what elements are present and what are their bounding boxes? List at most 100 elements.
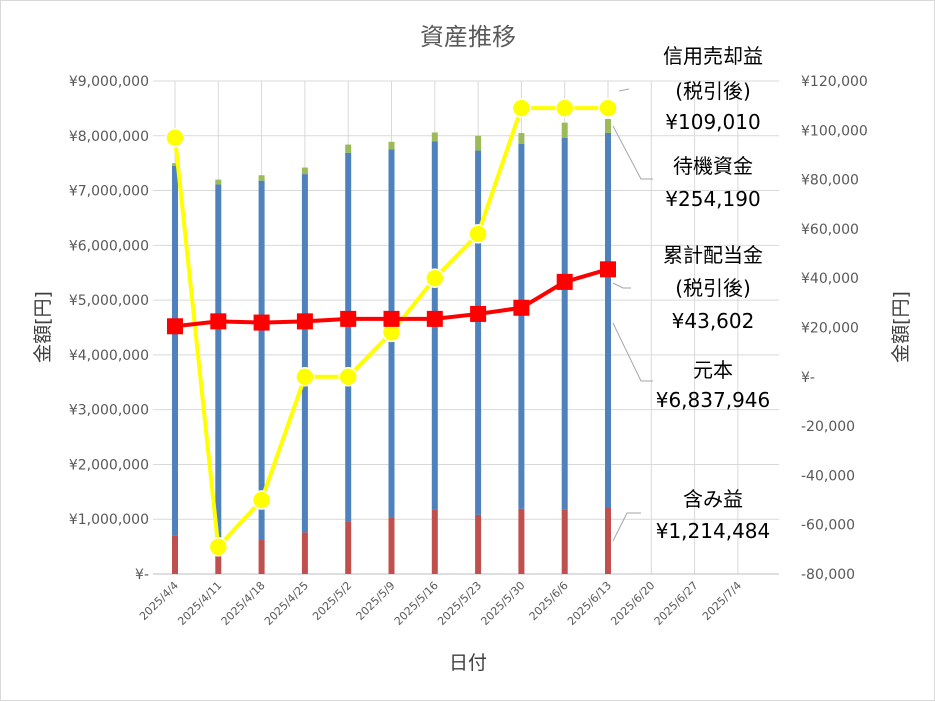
x-tick-label: 2025/6/13 <box>565 579 614 628</box>
x-axis-title: 日付 <box>449 652 487 674</box>
x-tick-label: 2025/5/2 <box>310 579 354 623</box>
bar-principal <box>215 184 222 555</box>
bar-gain <box>475 514 482 574</box>
annotation-leader-line <box>612 322 653 382</box>
x-tick-label: 2025/5/16 <box>392 579 441 628</box>
x-tick-label: 2025/5/23 <box>435 579 484 628</box>
point-sell_profit <box>598 98 618 118</box>
bar-gain <box>388 517 395 574</box>
bar-principal <box>172 165 178 536</box>
bar-standby <box>518 133 525 144</box>
y2-tick-label: ¥- <box>801 370 815 386</box>
y-tick-label: ¥3,000,000 <box>69 403 149 419</box>
bar-gain <box>561 509 568 574</box>
y-tick-label: ¥- <box>135 567 149 583</box>
point-dividend <box>296 313 313 330</box>
bar-principal <box>345 152 352 522</box>
point-sell_profit <box>208 537 229 557</box>
point-sell_profit <box>468 224 488 244</box>
y-tick-label: ¥2,000,000 <box>69 457 149 473</box>
annotation-standby: 待機資金 <box>673 154 753 178</box>
y-axis-title: 金額[円] <box>32 291 54 363</box>
annotation-leader-line <box>612 282 631 289</box>
y2-tick-label: ¥100,000 <box>801 123 868 139</box>
x-tick-label: 2025/4/25 <box>262 579 311 628</box>
bar-gain <box>605 507 611 574</box>
point-sell_profit <box>511 98 532 118</box>
bar-gain <box>345 521 352 574</box>
y-tick-label: ¥5,000,000 <box>69 293 149 309</box>
x-tick-label: 2025/5/9 <box>353 579 397 623</box>
y-tick-label: ¥4,000,000 <box>69 348 149 364</box>
y-tick-label: ¥7,000,000 <box>69 184 149 200</box>
bar-gain <box>431 509 438 574</box>
point-dividend <box>340 310 357 327</box>
bar-standby <box>388 141 395 150</box>
annotation-standby: ¥254,190 <box>665 187 760 211</box>
x-tick-label: 2025/6/27 <box>652 579 701 628</box>
x-tick-label: 2025/5/30 <box>478 579 527 628</box>
bar-standby <box>172 163 178 166</box>
point-sell_profit <box>295 367 315 387</box>
annotation-leader-line <box>612 512 641 542</box>
y-tick-label: ¥9,000,000 <box>69 74 149 90</box>
bar-principal <box>301 174 308 533</box>
point-sell_profit <box>425 268 445 288</box>
point-dividend <box>556 273 573 290</box>
bar-gain <box>215 554 222 574</box>
point-dividend <box>210 313 227 330</box>
bar-gain <box>518 508 525 574</box>
annotation-gain: 含み益 <box>683 487 743 511</box>
point-sell_profit <box>338 367 358 387</box>
annotation-principal: 元本 <box>693 358 733 382</box>
bar-standby <box>301 167 308 175</box>
annotation-leader-line <box>618 88 630 92</box>
y2-axis-title: 金額[円] <box>890 291 912 363</box>
point-dividend <box>513 299 530 316</box>
annotation-sell: 信用売却益 <box>663 44 763 68</box>
bar-gain <box>301 532 308 574</box>
annotation-dividend: (税引後) <box>675 276 751 300</box>
y2-tick-label: -60,000 <box>801 518 855 534</box>
bar-principal <box>561 137 568 510</box>
annotation-leader-line <box>612 125 653 180</box>
point-dividend <box>426 310 443 327</box>
bar-standby <box>215 179 222 185</box>
bar-standby <box>345 144 352 153</box>
x-tick-label: 2025/6/20 <box>608 579 657 628</box>
x-tick-label: 2025/6/6 <box>527 579 571 623</box>
y-tick-label: ¥1,000,000 <box>69 512 149 528</box>
bar-gain <box>258 540 265 574</box>
bar-principal <box>258 180 265 541</box>
annotation-principal: ¥6,837,946 <box>656 388 771 412</box>
y2-tick-label: -80,000 <box>801 567 855 583</box>
bar-standby <box>431 132 438 142</box>
y2-tick-label: ¥120,000 <box>801 74 868 90</box>
bar-standby <box>475 135 482 151</box>
chart-title: 資産推移 <box>420 23 516 51</box>
bar-standby <box>561 122 568 138</box>
point-dividend <box>383 310 400 327</box>
x-tick-label: 2025/4/11 <box>175 579 224 628</box>
bar-principal <box>518 143 525 509</box>
y2-tick-label: ¥80,000 <box>801 173 859 189</box>
annotation-sell: ¥109,010 <box>665 110 760 134</box>
annotation-gain: ¥1,214,484 <box>656 519 771 543</box>
bar-standby <box>605 118 611 133</box>
annotation-dividend: 累計配当金 <box>663 243 763 267</box>
bar-principal <box>475 150 482 515</box>
bar-gain <box>172 535 178 574</box>
point-dividend <box>167 318 183 335</box>
x-tick-label: 2025/4/18 <box>219 579 268 628</box>
x-tick-label: 2025/7/4 <box>700 579 744 623</box>
point-dividend <box>470 305 487 322</box>
x-tick-label: 2025/4/4 <box>137 579 181 623</box>
point-dividend <box>253 314 270 331</box>
y2-tick-label: ¥60,000 <box>801 222 859 238</box>
y-tick-label: ¥8,000,000 <box>69 129 149 145</box>
y2-tick-label: ¥40,000 <box>801 271 859 287</box>
y2-tick-label: ¥20,000 <box>801 321 859 337</box>
annotation-dividend: ¥43,602 <box>672 309 755 333</box>
